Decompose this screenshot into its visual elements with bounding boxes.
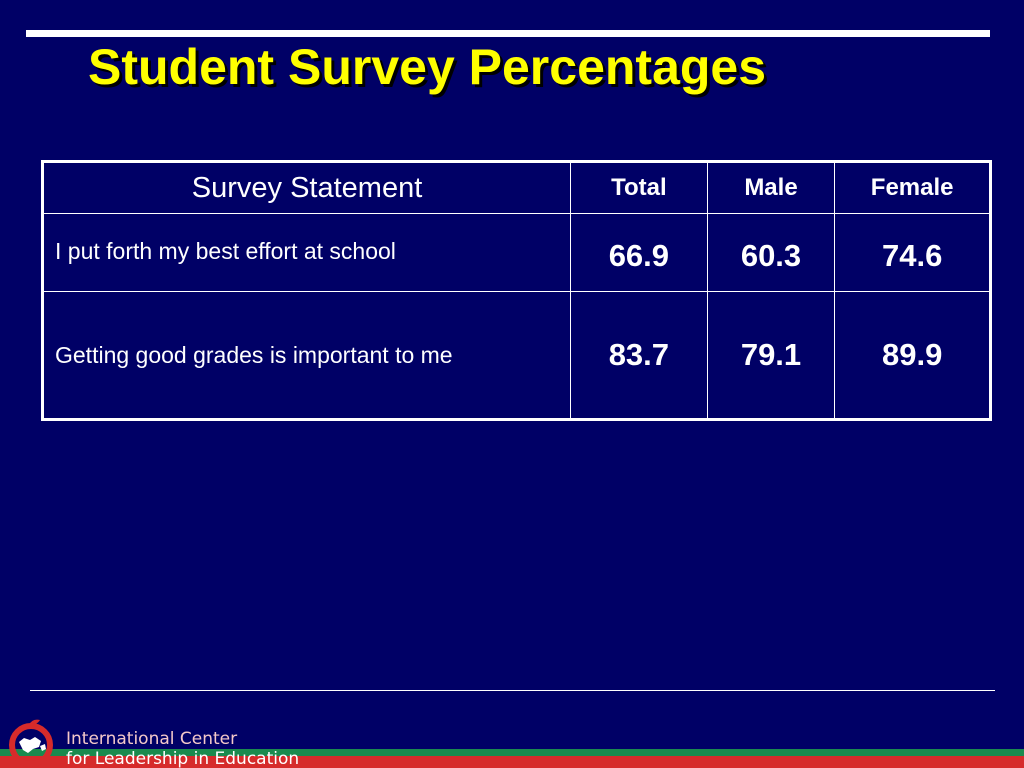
male-cell: 79.1 <box>706 291 836 420</box>
statement-cell: I put forth my best effort at school <box>41 213 572 292</box>
statement-cell: Getting good grades is important to me <box>41 291 572 420</box>
header-female: Female <box>834 161 991 214</box>
top-divider <box>26 30 990 37</box>
apple-logo-icon <box>9 719 53 767</box>
survey-table: Survey Statement Total Male Female I put… <box>41 160 992 421</box>
header-survey-statement: Survey Statement <box>41 161 572 214</box>
footer-band-red <box>0 756 1024 768</box>
male-cell: 60.3 <box>706 213 836 292</box>
total-cell: 66.9 <box>570 213 708 292</box>
table-row: Getting good grades is important to me 8… <box>41 291 991 420</box>
header-male: Male <box>706 161 836 214</box>
female-cell: 89.9 <box>834 291 991 420</box>
female-cell: 74.6 <box>834 213 991 292</box>
org-name-line2: for Leadership in Education <box>66 749 300 768</box>
table-header-row: Survey Statement Total Male Female <box>41 161 991 214</box>
total-cell: 83.7 <box>570 291 708 420</box>
org-name-line1: International Center <box>66 729 238 749</box>
footer-band-green <box>0 749 1024 756</box>
table-row: I put forth my best effort at school 66.… <box>41 213 991 292</box>
header-total: Total <box>570 161 708 214</box>
slide-title: Student Survey Percentages <box>88 39 767 95</box>
bottom-divider <box>30 690 995 691</box>
